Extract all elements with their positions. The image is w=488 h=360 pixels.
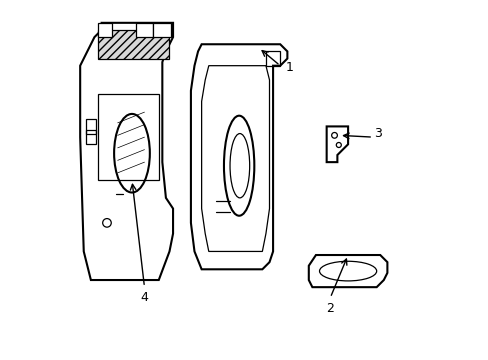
Polygon shape (153, 23, 171, 37)
Polygon shape (98, 23, 112, 37)
Polygon shape (135, 23, 153, 37)
Text: 4: 4 (140, 291, 148, 305)
Text: 3: 3 (374, 127, 382, 140)
Text: 2: 2 (325, 302, 333, 315)
Polygon shape (98, 30, 169, 59)
Text: 1: 1 (285, 61, 292, 74)
